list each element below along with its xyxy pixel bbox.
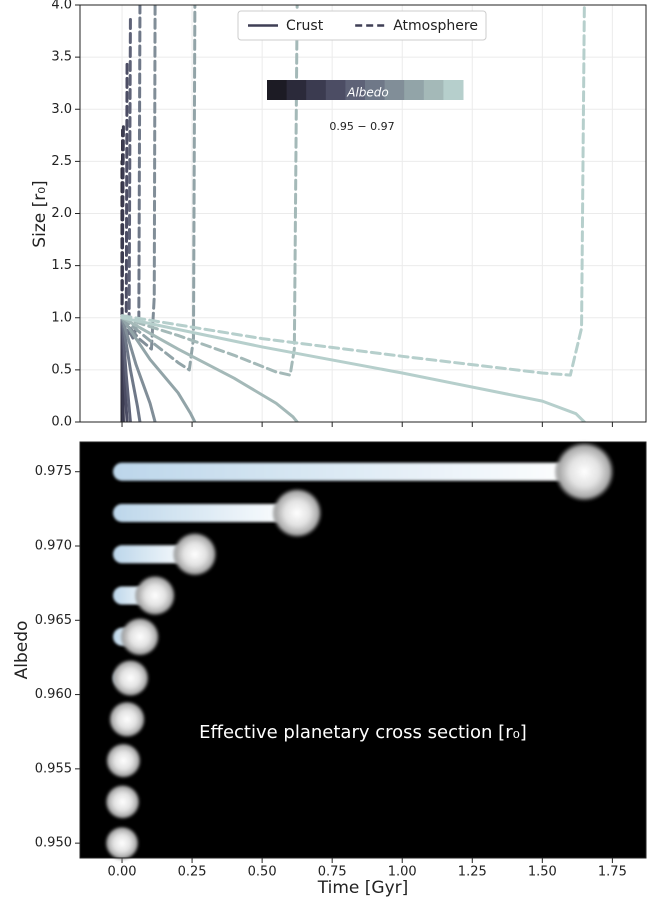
axes-frame: [79, 441, 647, 859]
x-axis-label: Time [Gyr]: [317, 878, 409, 898]
cross-section: [172, 532, 217, 577]
x-tick-label: 1.00: [388, 865, 417, 880]
cross-section: [105, 784, 141, 820]
colorbar-swatch: [345, 80, 366, 100]
x-tick-label: 1.50: [528, 865, 557, 880]
y-tick-label: 0.5: [51, 362, 72, 377]
x-tick-label: 0.25: [178, 865, 207, 880]
y-tick-label: 0.960: [35, 687, 72, 702]
y-tick-label: 3.5: [51, 50, 72, 65]
legend-label: Atmosphere: [393, 18, 478, 34]
colorbar-swatch: [443, 80, 464, 100]
colorbar-swatch: [404, 80, 425, 100]
atmosphere-line: [120, 5, 197, 372]
crust-line: [120, 316, 157, 422]
x-tick-label: 0.50: [248, 865, 277, 880]
plot-lines: [120, 5, 586, 422]
axes-frame: [79, 4, 647, 423]
y-tick-label: 0.965: [35, 613, 72, 628]
x-tick-label: 1.75: [598, 865, 627, 880]
y-tick-label: 0.955: [35, 761, 72, 776]
x-tick-label: 0.75: [318, 865, 347, 880]
y-tick-label: 2.0: [51, 206, 72, 221]
crust-line: [120, 316, 132, 422]
colorbar-swatch: [286, 80, 307, 100]
crust-line: [120, 316, 142, 422]
atmosphere-line: [120, 5, 157, 351]
cross-section: [111, 659, 150, 697]
colorbar-swatch: [306, 80, 327, 100]
crust-line: [120, 316, 299, 422]
cross-section: [554, 441, 615, 502]
x-tick-label: 0.00: [108, 865, 137, 880]
atmosphere-line: [120, 123, 125, 320]
crust-line: [120, 316, 197, 422]
cross-section: [108, 700, 146, 738]
y-axis-label: Albedo: [12, 621, 32, 680]
colorbar-swatch: [267, 80, 288, 100]
x-tick-label: 1.25: [458, 865, 487, 880]
colorbar-swatch: [365, 80, 386, 100]
annotation: Effective planetary cross section [r₀]: [199, 722, 527, 743]
cross-section: [134, 575, 176, 616]
lifetime-bar: [113, 503, 298, 522]
cross-section: [120, 617, 160, 657]
y-axis-label: Size [r₀]: [30, 180, 50, 247]
y-tick-label: 1.5: [51, 258, 72, 273]
colorbar-swatch: [423, 80, 444, 100]
y-tick-label: 0.950: [35, 836, 72, 851]
atmosphere-line: [120, 5, 586, 377]
legend-label: Crust: [286, 18, 324, 34]
y-tick-label: 1.0: [51, 310, 72, 325]
atmosphere-line: [120, 5, 299, 377]
y-tick-label: 2.5: [51, 154, 72, 169]
cross-section: [272, 488, 323, 538]
y-tick-label: 0.970: [35, 539, 72, 554]
y-tick-label: 4.0: [51, 0, 72, 13]
y-tick-label: 3.0: [51, 102, 72, 117]
cross-section: [105, 826, 140, 861]
colorbar-range: 0.95 − 0.97: [329, 120, 394, 133]
colorbar-swatch: [325, 80, 346, 100]
y-tick-label: 0.975: [35, 464, 72, 479]
colorbar-swatch: [384, 80, 405, 100]
lifetime-bar: [113, 462, 585, 481]
crust-line: [120, 316, 586, 422]
colorbar-label: Albedo: [346, 86, 389, 100]
cross-section: [105, 742, 142, 779]
y-tick-label: 0.0: [51, 415, 72, 430]
